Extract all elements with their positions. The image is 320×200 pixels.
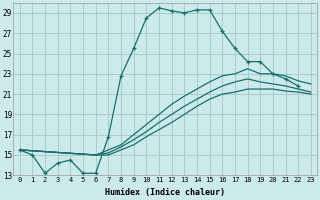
X-axis label: Humidex (Indice chaleur): Humidex (Indice chaleur) [105, 188, 225, 197]
